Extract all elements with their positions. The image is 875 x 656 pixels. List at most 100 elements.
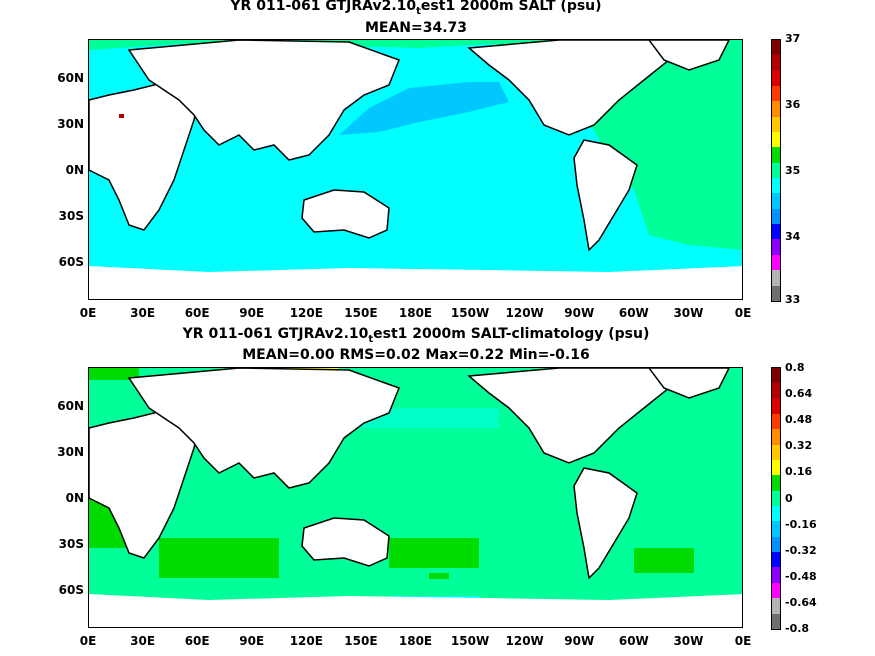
colorbar-swatch: [772, 536, 780, 553]
colorbar-swatch: [772, 368, 780, 384]
lon-label: 30W: [673, 634, 704, 648]
lon-label: 150E: [344, 634, 378, 648]
colorbar-swatch: [772, 285, 780, 301]
colorbar-swatch: [772, 383, 780, 399]
colorbar-swatch: [772, 40, 780, 56]
colorbar-swatch: [772, 398, 780, 415]
panel1-colorbar: [771, 39, 781, 302]
panel2-title: YR 011-061 GTJRAv2.10test1 2000m SALT-cl…: [182, 326, 650, 345]
colorbar-swatch: [772, 475, 780, 491]
colorbar-swatch: [772, 55, 780, 71]
colorbar-swatch: [772, 178, 780, 194]
p2-lat-label: 60S: [58, 583, 84, 597]
colorbar-swatch: [772, 521, 780, 537]
colorbar-swatch: [772, 582, 780, 599]
lon-label: 60W: [618, 306, 649, 320]
colorbar-swatch: [772, 598, 780, 614]
lon-label: 150W: [450, 634, 490, 648]
lon-label: 60E: [184, 306, 210, 320]
colorbar-swatch: [772, 414, 780, 430]
colorbar-swatch: [772, 101, 780, 117]
p2-lat-label: 0N: [65, 491, 84, 505]
antarctica: [89, 276, 742, 299]
p1-lat-label: 60S: [58, 255, 84, 269]
lon-label: 0E: [79, 634, 97, 648]
p2-lat-label: 30S: [58, 537, 84, 551]
p1-lat-label: 0N: [65, 163, 84, 177]
panel2-map: [88, 367, 743, 628]
australia: [301, 189, 390, 239]
p2-cbar-label: -0.8: [785, 622, 810, 635]
lon-label: 90W: [564, 634, 595, 648]
p1-lat-label: 60N: [57, 71, 84, 85]
colorbar-swatch: [772, 193, 780, 209]
colorbar-swatch: [772, 147, 780, 163]
colorbar-swatch: [772, 270, 780, 286]
africa-europe: [89, 79, 200, 231]
colorbar-swatch: [772, 460, 780, 476]
colorbar-swatch: [772, 613, 780, 629]
p2-cbar-label: -0.64: [785, 595, 817, 609]
lon-label: 0E: [734, 634, 752, 648]
colorbar-swatch: [772, 444, 780, 461]
p2-cbar-label: -0.16: [785, 517, 817, 531]
p2-cbar-label: 0.16: [785, 465, 813, 479]
lon-label: 0E: [79, 306, 97, 320]
asia: [127, 40, 400, 161]
greenland: [648, 40, 730, 71]
lon-label: 120E: [289, 634, 323, 648]
lon-label: 90E: [239, 306, 265, 320]
colorbar-swatch: [772, 132, 780, 148]
colorbar-swatch: [772, 567, 780, 583]
panel1-stats: MEAN=34.73: [364, 20, 468, 36]
panel1-map: [88, 39, 743, 300]
lon-label: 120W: [505, 634, 544, 648]
panel2-stats: MEAN=0.00 RMS=0.02 Max=0.22 Min=-0.16: [242, 347, 590, 363]
panel2-map-svg: [89, 368, 742, 627]
lon-label: 60E: [184, 634, 210, 648]
lon-label: 30E: [130, 306, 156, 320]
colorbar-swatch: [772, 70, 780, 87]
north-america: [467, 40, 671, 136]
lon-label: 30E: [130, 634, 156, 648]
p2-cbar-label: -0.32: [785, 543, 817, 557]
p2-cbar-label: 0: [785, 491, 793, 505]
p2-cbar-label: 0.8: [785, 361, 805, 374]
south-america: [573, 139, 638, 252]
colorbar-swatch: [772, 239, 780, 255]
p2-cbar-label: 0.48: [785, 413, 813, 427]
colorbar-swatch: [772, 86, 780, 102]
p1-lat-label: 30S: [58, 209, 84, 223]
lon-label: 90W: [564, 306, 595, 320]
colorbar-swatch: [772, 208, 780, 225]
p1-cbar-label: 35: [785, 164, 801, 177]
npacific-field: [339, 82, 509, 135]
lon-label: 90E: [239, 634, 265, 648]
colorbar-swatch: [772, 429, 780, 445]
p2-cbar-label: 0.64: [785, 387, 813, 401]
colorbar-swatch: [772, 254, 780, 271]
p1-cbar-label: 37: [785, 32, 801, 45]
p1-cbar-label: 34: [785, 230, 801, 243]
colorbar-swatch: [772, 224, 780, 240]
lon-label: 180E: [398, 306, 433, 320]
lon-label: 120E: [289, 306, 323, 320]
lon-label: 60W: [618, 634, 649, 648]
panel1-map-svg: [89, 40, 742, 299]
colorbar-swatch: [772, 552, 780, 568]
lon-label: 120W: [505, 306, 544, 320]
p2-cbar-label: 0.32: [785, 439, 813, 453]
lon-label: 180E: [398, 634, 433, 648]
colorbar-swatch: [772, 162, 780, 179]
p2-lat-label: 30N: [57, 445, 84, 459]
p1-lat-label: 30N: [57, 117, 84, 131]
lon-label: 30W: [673, 306, 704, 320]
colorbar-swatch: [772, 116, 780, 133]
lon-label: 150E: [344, 306, 378, 320]
p1-cbar-label: 36: [785, 98, 801, 111]
colorbar-swatch: [772, 490, 780, 507]
panel1-title: YR 011-061 GTJRAv2.10test1 2000m SALT (p…: [230, 0, 602, 17]
p2-cbar-label: -0.48: [785, 569, 817, 583]
p1-cbar-label: 33: [785, 293, 801, 306]
lon-label: 0E: [734, 306, 752, 320]
